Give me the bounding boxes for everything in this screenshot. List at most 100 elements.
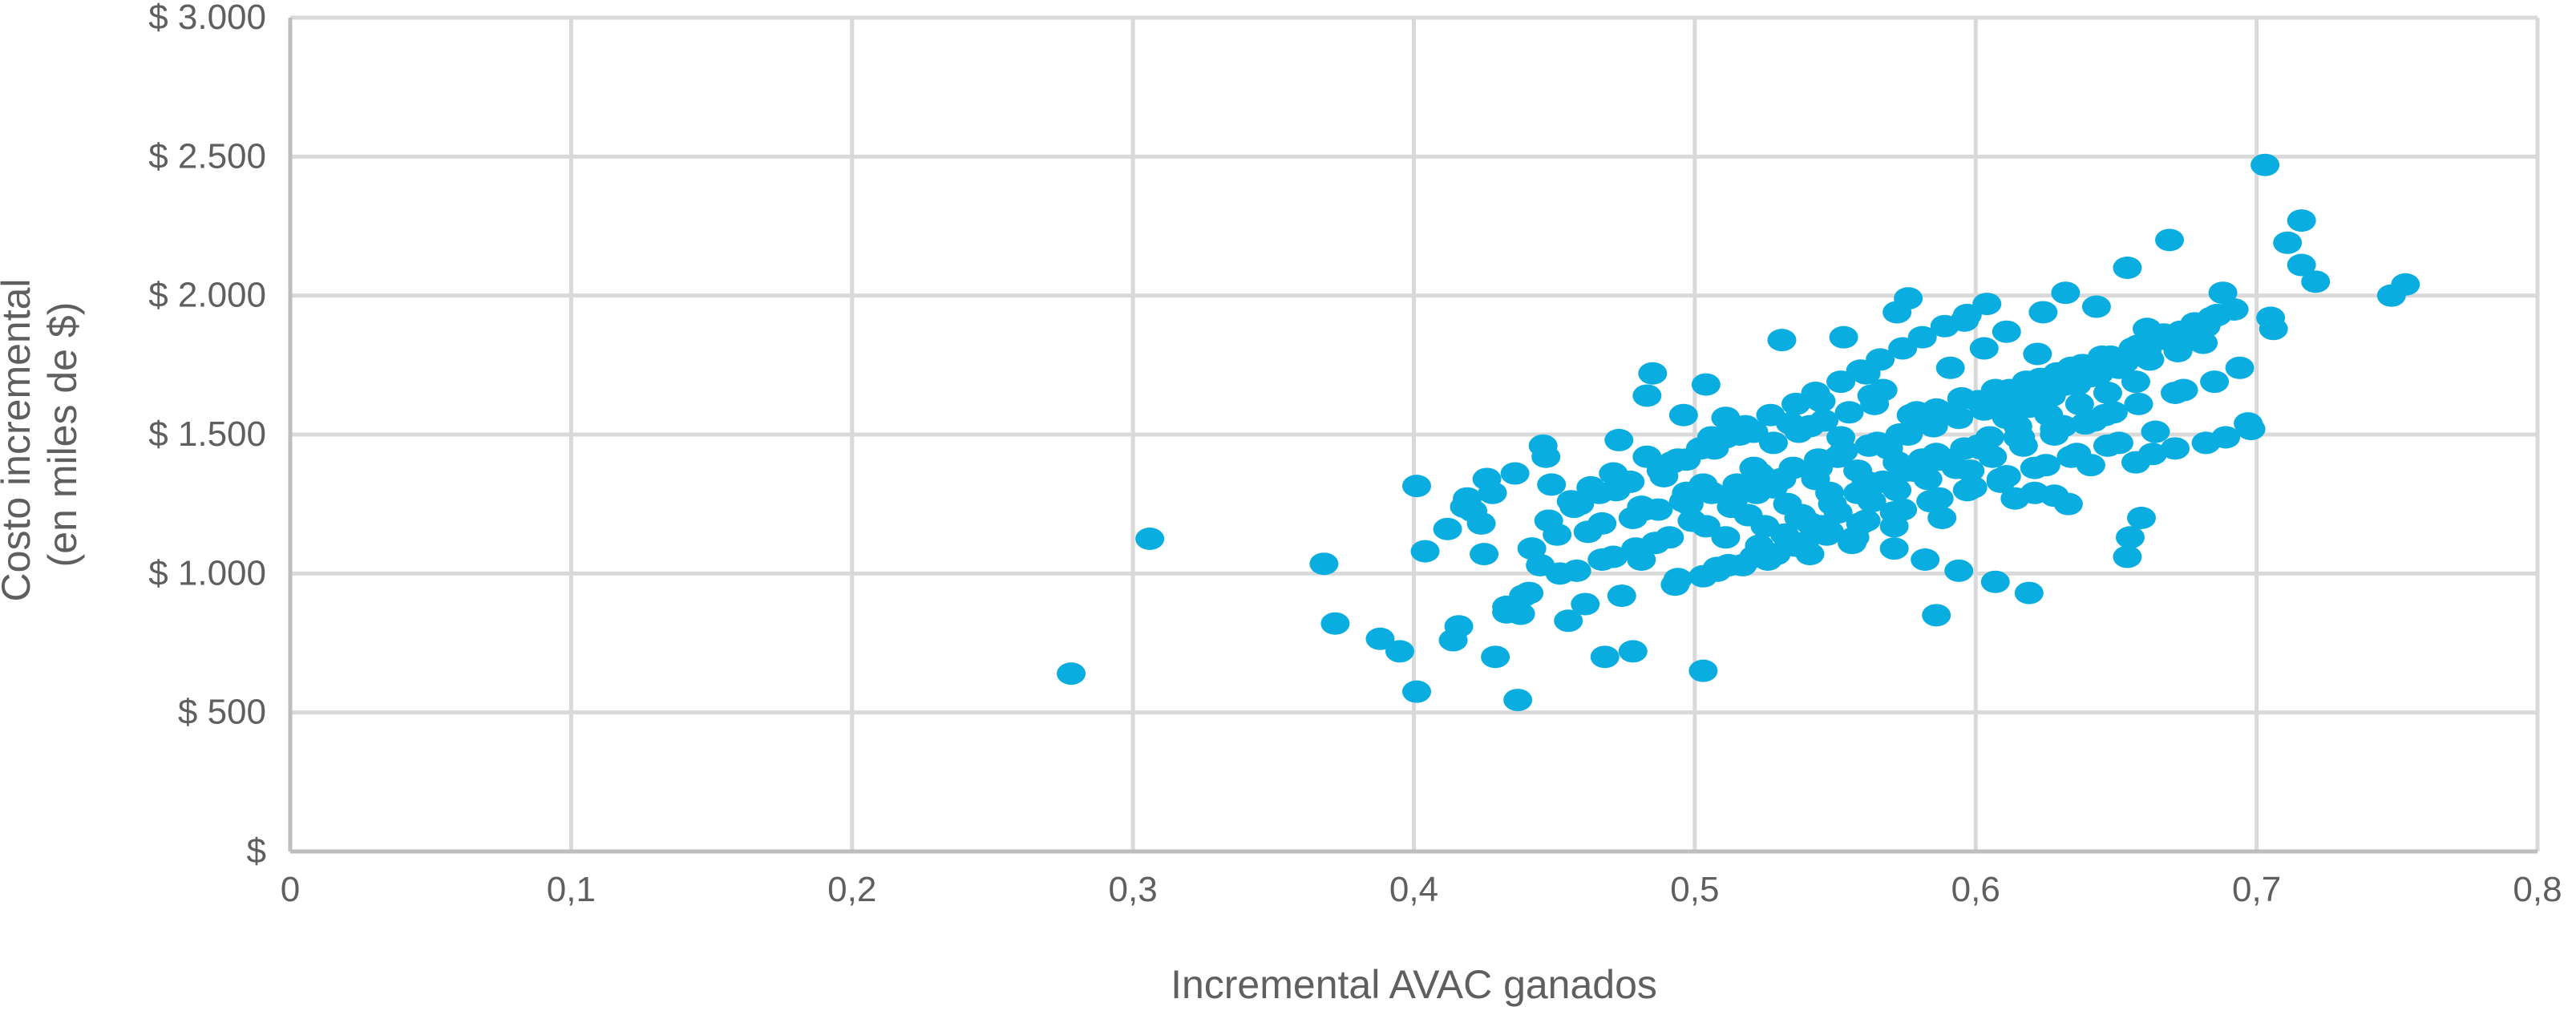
data-point	[1846, 512, 1875, 535]
data-point	[1922, 443, 1951, 466]
x-tick-label: 0,4	[1389, 870, 1438, 909]
data-point	[1663, 568, 1692, 591]
x-tick-label: 0,1	[547, 870, 596, 909]
data-point	[2081, 295, 2111, 318]
data-point	[1879, 501, 1909, 524]
x-tick-label: 0,7	[2232, 870, 2281, 909]
data-point	[1478, 481, 1507, 504]
data-point	[2076, 365, 2105, 388]
data-point	[2191, 314, 2221, 338]
x-tick-label: 0,2	[827, 870, 876, 909]
data-point	[2219, 298, 2249, 321]
data-point	[1584, 481, 1614, 504]
data-point	[1503, 689, 1533, 712]
data-point	[2236, 418, 2266, 441]
data-point	[2093, 434, 2122, 457]
axis-layer	[288, 18, 2538, 854]
data-point	[1907, 326, 1937, 349]
data-point	[2020, 456, 2049, 479]
data-point	[1711, 526, 1741, 549]
data-point	[2225, 356, 2255, 379]
data-point	[2113, 257, 2142, 279]
data-point	[1911, 548, 1940, 571]
data-point	[1537, 473, 1567, 496]
data-point	[1691, 373, 1721, 396]
x-tick-label: 0,8	[2513, 870, 2562, 909]
data-point	[2189, 331, 2218, 354]
data-point	[1402, 475, 1432, 498]
data-point	[1986, 467, 2016, 491]
data-point	[2141, 329, 2170, 352]
data-point	[1554, 609, 1583, 633]
data-point	[1700, 437, 1729, 460]
data-point	[2141, 420, 2170, 443]
data-point	[1843, 459, 1873, 483]
data-point	[1559, 495, 1589, 519]
data-point	[1450, 495, 1479, 519]
data-point	[1621, 537, 1651, 560]
data-point	[2200, 370, 2230, 394]
data-point	[1309, 552, 1339, 576]
data-point	[1365, 627, 1395, 650]
data-point	[2166, 320, 2196, 343]
data-point	[2023, 342, 2052, 366]
data-point	[1857, 490, 1887, 513]
data-point	[1882, 479, 1912, 502]
x-tick-label: 0	[281, 870, 300, 909]
data-point	[1655, 526, 1684, 549]
data-point	[2064, 392, 2094, 415]
data-point	[1834, 401, 1864, 424]
data-point	[1972, 293, 2002, 316]
data-point	[1385, 640, 1414, 663]
data-point	[1517, 537, 1547, 560]
data-point	[2155, 228, 2185, 252]
data-point	[1919, 414, 1948, 438]
data-point	[1632, 445, 1662, 468]
data-point	[1629, 498, 1659, 521]
data-point	[2079, 409, 2109, 432]
data-point	[1481, 645, 1510, 669]
data-point	[1767, 329, 1797, 352]
data-point	[2056, 445, 2086, 468]
data-point	[2137, 443, 2167, 466]
data-point	[1688, 659, 1718, 682]
data-point	[2250, 153, 2280, 176]
data-point	[1466, 512, 1496, 535]
data-point	[2161, 437, 2190, 460]
x-axis-title: Incremental AVAC ganados	[1171, 962, 1657, 1007]
data-point	[1812, 523, 1842, 546]
data-point	[1997, 390, 2027, 413]
data-point	[2051, 373, 2081, 396]
data-point	[1562, 559, 1591, 582]
data-point	[1057, 662, 1086, 685]
data-points	[1057, 153, 2420, 712]
data-point	[2093, 382, 2122, 404]
data-point	[1725, 423, 1754, 446]
data-point	[2161, 382, 2190, 404]
data-point	[1402, 680, 1432, 703]
data-point	[2121, 370, 2150, 394]
data-point	[1739, 545, 1769, 568]
data-point	[1826, 426, 1856, 449]
y-tick-label: $ 500	[178, 693, 266, 732]
data-point	[1590, 645, 1620, 669]
data-point	[1952, 479, 1982, 502]
y-axis-title: Costo incremental (en miles de $)	[0, 268, 85, 602]
data-point	[1717, 484, 1746, 508]
data-point	[2124, 392, 2153, 415]
data-point	[1778, 456, 1808, 479]
data-point	[1947, 386, 1976, 410]
data-point	[1607, 584, 1636, 608]
data-point	[1969, 337, 1999, 360]
y-axis-title-line-2: (en miles de $)	[40, 302, 85, 568]
data-point	[2163, 340, 2193, 362]
data-point	[1135, 528, 1165, 550]
data-point	[1879, 537, 1909, 560]
grid-layer	[290, 15, 2540, 851]
data-point	[2273, 231, 2303, 254]
data-point	[1781, 534, 1811, 557]
data-point	[1963, 434, 1993, 457]
y-tick-label: $ 2.000	[148, 276, 266, 315]
data-point	[2113, 545, 2142, 568]
data-point	[1801, 467, 1830, 491]
